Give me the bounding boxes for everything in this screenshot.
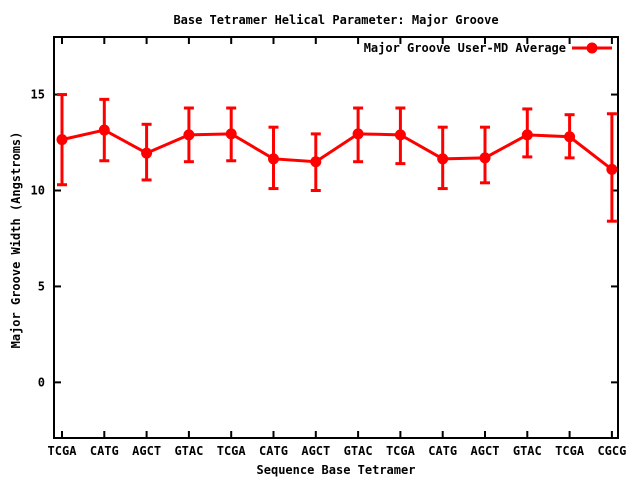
legend-sample-point: [586, 42, 598, 54]
data-point: [56, 134, 68, 146]
x-tick-label: CATG: [90, 444, 119, 458]
x-tick-label: GTAC: [344, 444, 373, 458]
x-tick-label: GTAC: [174, 444, 203, 458]
data-point: [521, 129, 533, 141]
data-point: [98, 124, 110, 136]
data-point: [141, 147, 153, 159]
data-point: [394, 129, 406, 141]
x-tick-label: GTAC: [513, 444, 542, 458]
x-tick-label: TCGA: [217, 444, 247, 458]
x-axis-label: Sequence Base Tetramer: [256, 463, 416, 477]
chart-title: Base Tetramer Helical Parameter: Major G…: [173, 13, 499, 27]
data-point: [564, 131, 576, 143]
x-tick-label: TCGA: [555, 444, 585, 458]
x-tick-label: TCGA: [386, 444, 416, 458]
legend-label: Major Groove User-MD Average: [364, 41, 566, 55]
data-point: [183, 129, 195, 141]
x-tick-label: AGCT: [471, 444, 500, 458]
y-tick-label: 15: [31, 88, 45, 102]
y-tick-label: 5: [38, 279, 45, 293]
data-point: [606, 163, 618, 175]
x-tick-label: CGCG: [597, 444, 626, 458]
y-tick-label: 0: [38, 375, 45, 389]
series-line: [61, 128, 613, 171]
x-tick-label: AGCT: [301, 444, 330, 458]
y-tick-label: 10: [31, 183, 45, 197]
plot-border: [53, 36, 619, 439]
x-tick-label: CATG: [428, 444, 457, 458]
x-tick-label: TCGA: [48, 444, 78, 458]
x-tick-label: AGCT: [132, 444, 161, 458]
data-point: [268, 153, 279, 165]
data-point: [352, 128, 364, 140]
data-point: [225, 128, 237, 140]
data-point: [310, 156, 322, 168]
x-tick-label: CATG: [259, 444, 288, 458]
data-point: [479, 152, 491, 164]
data-point: [437, 153, 449, 165]
